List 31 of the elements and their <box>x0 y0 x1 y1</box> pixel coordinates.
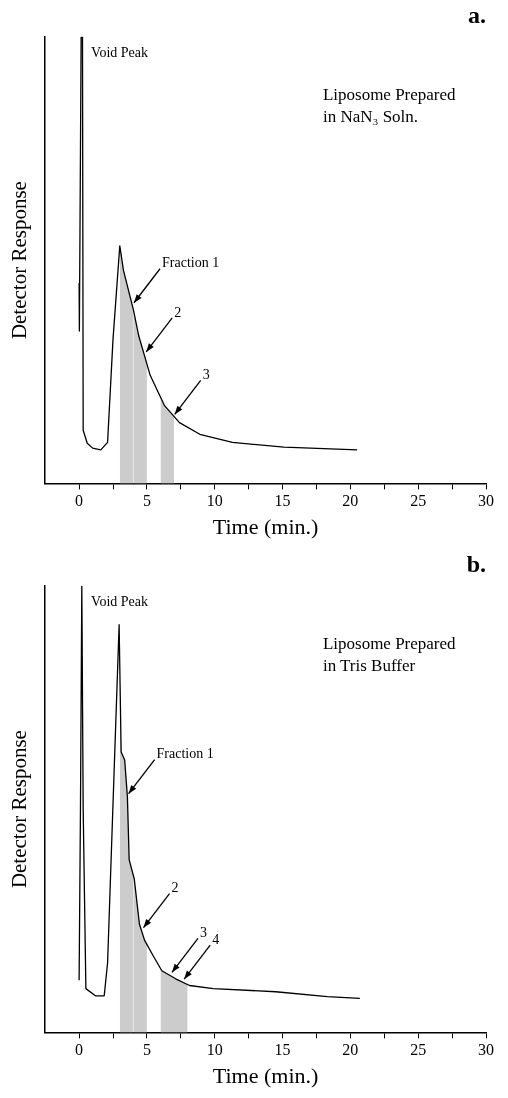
annotation: 2 <box>174 304 182 320</box>
x-tick-label: 10 <box>206 492 223 510</box>
x-tick-label: 20 <box>342 492 359 510</box>
y-axis-title: Detector Response <box>7 730 32 889</box>
x-axis-title: Time (min.) <box>212 513 319 539</box>
annotation: 2 <box>171 880 179 896</box>
chart-title: a. <box>468 1 486 28</box>
x-tick-label: 30 <box>478 492 494 510</box>
x-tick-label: 15 <box>274 1041 291 1059</box>
x-axis-title: Time (min.) <box>212 1062 319 1088</box>
x-tick-label: 30 <box>478 1041 494 1059</box>
annotation: Void Peak <box>91 45 149 61</box>
annotation: 4 <box>212 931 220 947</box>
x-tick-label: 25 <box>410 1041 427 1059</box>
x-tick-label: 25 <box>410 492 427 510</box>
annotation: Void Peak <box>91 594 149 610</box>
x-tick-label: 0 <box>75 1041 84 1059</box>
annotation: 3 <box>199 925 207 941</box>
y-axis-title: Detector Response <box>7 181 32 340</box>
annotation: 3 <box>202 367 210 383</box>
x-tick-label: 15 <box>274 492 291 510</box>
x-tick-label: 5 <box>142 1041 151 1059</box>
annotation: Fraction 1 <box>162 255 220 271</box>
x-tick-label: 10 <box>206 1041 223 1059</box>
x-tick-label: 0 <box>75 492 84 510</box>
x-tick-label: 5 <box>142 492 151 510</box>
annotation: Liposome Prepared in Tris Buffer <box>322 633 457 675</box>
x-tick-label: 20 <box>342 1041 359 1059</box>
annotation: Liposome Prepared in NaN₃ Soln. <box>322 84 457 126</box>
chart-title: b. <box>466 550 486 577</box>
annotation: Fraction 1 <box>156 746 214 762</box>
